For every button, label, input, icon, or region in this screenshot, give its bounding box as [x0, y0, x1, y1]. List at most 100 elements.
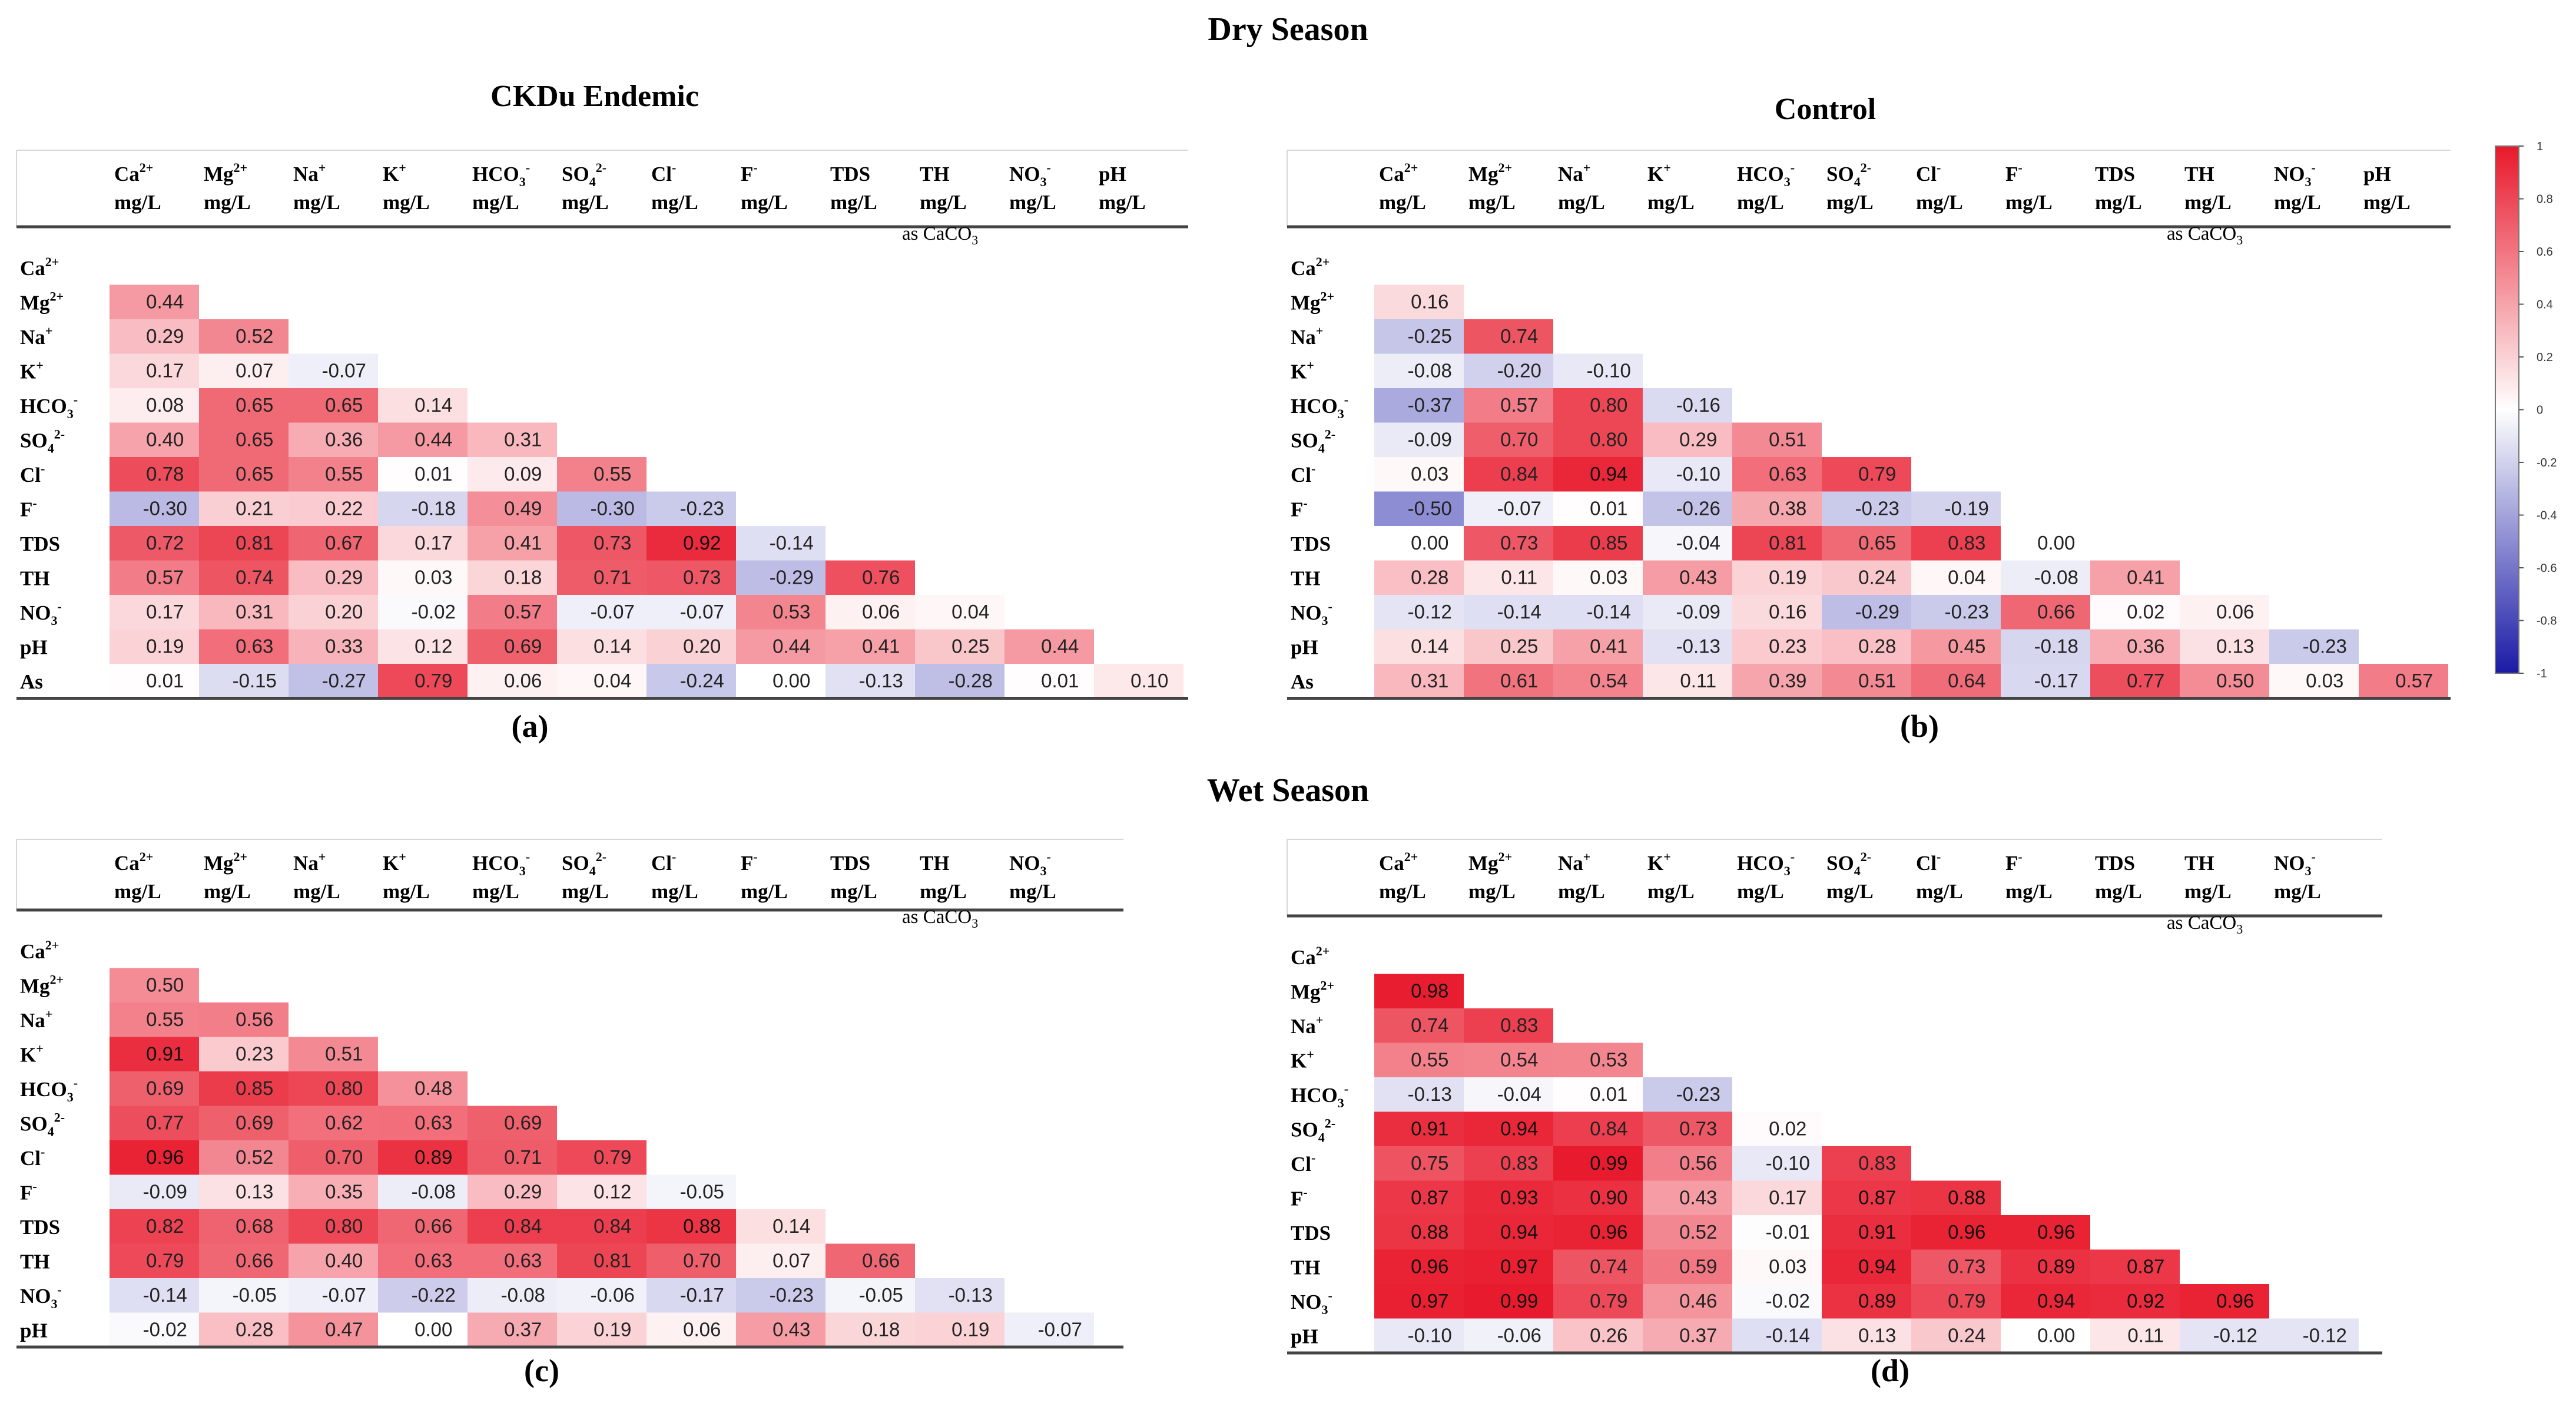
cell-value-a-5-0: 0.40	[146, 428, 184, 450]
col-header-c-8: TDS	[830, 852, 870, 875]
cell-value-b-3-2: -0.10	[1587, 359, 1631, 381]
heatmap-cell-a-5-0	[110, 422, 199, 457]
col-header-d-0: Ca2+	[1379, 849, 1418, 875]
heatmap-cell-c-9-6	[647, 1243, 736, 1278]
heatmap-cell-c-11-6	[647, 1312, 736, 1347]
cell-value-b-10-4: 0.16	[1769, 601, 1806, 623]
cell-value-a-3-2: -0.07	[322, 359, 366, 381]
heatmap-cell-d-11-3	[1643, 1318, 1732, 1353]
heatmap-cell-a-8-3	[378, 526, 468, 561]
cell-value-c-3-2: 0.51	[325, 1043, 363, 1064]
heatmap-cell-b-11-0	[1374, 629, 1464, 664]
cell-value-b-9-7: -0.08	[2034, 566, 2078, 588]
heatmap-cell-a-12-0	[110, 664, 199, 699]
heatmap-cell-c-10-0	[110, 1278, 199, 1313]
heatmap-cell-c-5-4	[468, 1106, 557, 1140]
row-label-d-7: F-	[1291, 1185, 1308, 1210]
cell-value-b-12-11: 0.57	[2395, 670, 2433, 691]
cell-value-d-11-10: -0.12	[2303, 1324, 2347, 1346]
cell-value-a-7-4: 0.49	[504, 497, 542, 519]
cell-value-c-11-6: 0.06	[683, 1318, 721, 1340]
heatmap-cell-d-11-2	[1553, 1318, 1643, 1353]
heatmap-cell-c-6-1	[199, 1140, 289, 1175]
cell-value-a-10-0: 0.17	[146, 601, 184, 623]
heatmap-cell-c-7-5	[557, 1174, 647, 1209]
heatmap-cell-c-7-0	[110, 1174, 199, 1209]
cell-value-a-5-4: 0.31	[504, 428, 542, 450]
heatmap-cell-a-10-2	[289, 595, 378, 630]
col-unit-b-6: mg/L	[1916, 191, 1963, 214]
heatmap-cell-c-9-3	[378, 1243, 468, 1278]
colorbar-tick-label-4: 0.2	[2537, 351, 2553, 364]
row-label-d-1: Mg2+	[1291, 978, 1334, 1004]
heatmap-cell-c-6-0	[110, 1140, 199, 1175]
cell-value-d-7-2: 0.90	[1590, 1186, 1627, 1208]
cell-value-a-11-1: 0.63	[236, 635, 273, 657]
heatmap-cell-b-10-0	[1374, 595, 1464, 630]
row-label-a-0: Ca2+	[20, 254, 59, 280]
heatmap-cell-d-6-4	[1732, 1146, 1822, 1181]
heatmap-cell-a-9-5	[557, 560, 647, 595]
row-label-d-6: Cl-	[1291, 1150, 1315, 1176]
cell-value-b-11-2: 0.41	[1590, 635, 1627, 657]
heatmap-cell-c-5-0	[110, 1106, 199, 1140]
col-unit-b-3: mg/L	[1647, 191, 1695, 214]
heatmap-cell-a-12-2	[289, 664, 378, 699]
col-header-b-7: F-	[2005, 160, 2023, 186]
heatmap-cell-a-8-6	[647, 526, 736, 561]
heatmap-cell-a-8-5	[557, 526, 647, 561]
col-unit-b-1: mg/L	[1468, 191, 1516, 214]
heatmap-cell-c-7-6	[647, 1174, 736, 1209]
heatmap-cell-a-10-5	[557, 595, 647, 630]
cell-value-b-5-4: 0.51	[1769, 428, 1806, 450]
cell-value-b-9-5: 0.24	[1858, 566, 1896, 588]
colorbar-tick-label-8: -0.6	[2537, 562, 2557, 575]
panel-label-d: (d)	[1871, 1353, 1909, 1388]
heatmap-cell-b-6-0	[1374, 457, 1464, 492]
cell-value-b-4-0: -0.37	[1408, 394, 1452, 416]
heatmap-cell-d-10-8	[2090, 1284, 2180, 1319]
cell-value-a-12-5: 0.04	[594, 670, 631, 691]
col-header-a-6: Cl-	[651, 160, 676, 186]
heatmap-cell-a-8-0	[110, 526, 199, 561]
heatmap-cell-c-8-0	[110, 1209, 199, 1244]
heatmap-cell-d-11-10	[2269, 1318, 2359, 1353]
colorbar-tick-label-0: 1	[2537, 140, 2543, 153]
col-header-a-5: SO42-	[562, 160, 606, 189]
heatmap-cell-c-9-1	[199, 1243, 289, 1278]
heatmap-cell-d-10-0	[1374, 1284, 1464, 1319]
heatmap-cell-c-8-5	[557, 1209, 647, 1244]
col-unit-d-10: mg/L	[2274, 880, 2321, 903]
cell-value-d-11-7: 0.00	[2037, 1324, 2075, 1346]
cell-value-c-6-0: 0.96	[146, 1146, 184, 1168]
cell-value-a-11-5: 0.14	[594, 635, 631, 657]
heatmap-cell-b-12-9	[2180, 664, 2269, 699]
heatmap-cell-a-12-4	[468, 664, 557, 699]
heatmap-cell-a-7-6	[647, 491, 736, 526]
cell-value-d-2-1: 0.83	[1500, 1014, 1538, 1036]
row-label-b-5: SO42-	[1291, 427, 1335, 456]
heatmap-cell-a-10-3	[378, 595, 468, 630]
cell-value-b-11-5: 0.28	[1858, 635, 1896, 657]
cell-value-c-3-1: 0.23	[236, 1043, 273, 1064]
heatmap-cell-b-12-10	[2269, 664, 2359, 699]
heatmap-cell-c-9-8	[825, 1243, 915, 1278]
cell-value-a-2-0: 0.29	[146, 325, 184, 347]
row-label-d-5: SO42-	[1291, 1116, 1335, 1145]
heatmap-cell-a-11-5	[557, 629, 647, 664]
col-header-b-9: TH	[2184, 163, 2214, 186]
heatmap-cell-b-7-2	[1553, 491, 1643, 526]
col-header-a-7: F-	[741, 160, 758, 186]
heatmap-cell-a-6-4	[468, 457, 557, 492]
colorbar: 1 0.8 0.6 0.4 0.2 0 -0.2 -0.4 -0.6 -0.8 -1	[2495, 140, 2566, 680]
row-label-c-2: Na+	[20, 1007, 52, 1032]
heatmap-cell-b-8-6	[1911, 526, 2001, 561]
cell-value-c-10-1: -0.05	[233, 1284, 277, 1306]
cell-value-a-8-7: -0.14	[770, 532, 814, 554]
heatmap-cell-c-3-0	[110, 1037, 199, 1071]
panel-a-title: CKDu Endemic	[490, 80, 699, 113]
heatmap-cell-c-10-7	[736, 1278, 825, 1313]
cell-value-b-7-6: -0.19	[1945, 497, 1989, 519]
row-label-d-0: Ca2+	[1291, 944, 1330, 969]
heatmap-cell-c-8-6	[647, 1209, 736, 1244]
